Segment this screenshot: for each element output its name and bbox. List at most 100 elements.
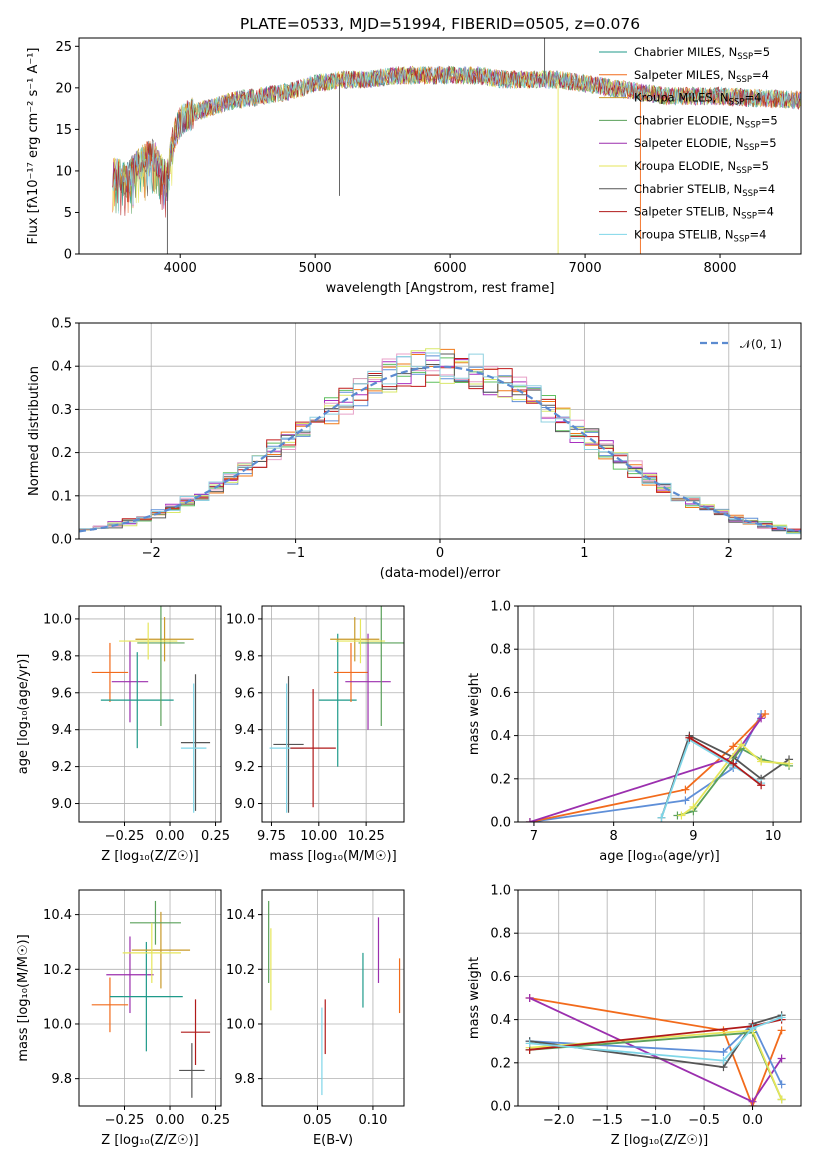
- axes-frame: [261, 605, 405, 823]
- axes-frame: [78, 605, 222, 823]
- series-marker: [785, 759, 794, 768]
- panel-mass-weight-vs-Z: −2.0 −1.5 −1.0 −0.5 0.0 0.0 0.2 0.4 0.6 0.8 1.0 Z […: [467, 884, 802, 1148]
- x-tick-label: 0.10: [358, 1113, 387, 1128]
- x-axis-label: mass [log₁₀(M/M☉)]: [269, 849, 396, 864]
- series-marker: [748, 1097, 757, 1106]
- plot-area: [525, 710, 794, 822]
- y-tick-label: 5: [64, 206, 72, 221]
- x-tick-label: 0: [436, 546, 444, 561]
- series-marker: [525, 818, 534, 822]
- axes-frame: [261, 889, 405, 1107]
- y-tick-label: 0.4: [490, 1013, 511, 1028]
- series-line: [529, 1022, 783, 1085]
- x-tick-label: 6000: [434, 261, 467, 276]
- axes-frame: [78, 37, 802, 255]
- series-marker: [681, 796, 690, 805]
- series-marker: [737, 740, 746, 749]
- y-tick-label: 15: [55, 123, 72, 138]
- y-tick-label: 0.0: [490, 1100, 511, 1115]
- plot-area: [112, 38, 801, 254]
- x-tick-label: 0.05: [303, 1113, 332, 1128]
- series-marker: [748, 1024, 757, 1033]
- series-line: [660, 734, 790, 818]
- y-tick-label: 1.0: [490, 884, 511, 899]
- y-tick-label: 25: [55, 40, 72, 55]
- y-tick-label: 10.4: [43, 908, 72, 923]
- panel-residuals: −2 −1 0 1 2 0.0 0.1 0.2 0.3 0.4 0.5 (data-model)/er…: [27, 317, 802, 581]
- series-marker: [761, 710, 770, 718]
- y-tick-label: 9.4: [234, 723, 255, 738]
- series-marker: [757, 781, 766, 790]
- series-line: [529, 713, 762, 822]
- y-tick-label: 0.1: [51, 489, 72, 504]
- y-tick-label: 9.0: [51, 797, 72, 812]
- y-tick-label: 10.2: [43, 963, 72, 978]
- series-line: [529, 1016, 782, 1062]
- y-tick-label: 9.8: [51, 1072, 72, 1087]
- x-tick-label: 2: [725, 546, 733, 561]
- series-marker: [681, 785, 690, 794]
- y-tick-label: 0.4: [490, 729, 511, 744]
- y-tick-label: 0.3: [51, 403, 72, 418]
- series-marker: [777, 1095, 786, 1104]
- y-tick-label: 20: [55, 81, 72, 96]
- x-tick-label: −0.5: [688, 1113, 720, 1128]
- axes-frame: [78, 889, 222, 1107]
- panel-mass-vs-Z: −0.25 0.00 0.25 9.8 10.0 10.2 10.4 Z [log₁₀(Z/Z…: [16, 889, 230, 1148]
- y-axis-label: mass [log₁₀(M/M☉)]: [16, 934, 31, 1061]
- y-tick-label: 9.6: [234, 686, 255, 701]
- x-tick-label: 10: [765, 829, 782, 844]
- x-tick-label: 9.75: [257, 829, 286, 844]
- x-axis-label: E(B-V): [313, 1133, 353, 1148]
- legend-entry: Salpeter MILES, NSSP=4: [634, 68, 769, 85]
- plot-area: [91, 900, 211, 1098]
- spectrum-line: [112, 65, 801, 214]
- series-marker: [757, 757, 766, 766]
- spectrum-line: [112, 66, 801, 218]
- y-tick-label: 10.0: [226, 612, 255, 627]
- series-marker: [777, 1080, 786, 1089]
- axes-frame: [517, 605, 802, 823]
- y-tick-label: 0.2: [51, 446, 72, 461]
- legend: Chabrier MILES, NSSP=5 Salpeter MILES, NS…: [599, 45, 778, 244]
- x-tick-label: 5000: [299, 261, 332, 276]
- y-tick-label: 9.2: [51, 760, 72, 775]
- x-axis-label: wavelength [Angstrom, rest frame]: [326, 281, 555, 296]
- series-marker: [719, 1048, 728, 1056]
- series-marker: [777, 1013, 786, 1022]
- x-tick-label: −0.25: [105, 1113, 145, 1128]
- legend-entry: 𝒩(0, 1): [740, 337, 782, 351]
- legend-entry: Kroupa STELIB, NSSP=4: [634, 227, 766, 244]
- y-tick-label: 0.2: [490, 772, 511, 787]
- y-tick-label: 9.4: [51, 723, 72, 738]
- normal-curve: [79, 365, 801, 533]
- y-tick-label: 0.0: [490, 816, 511, 831]
- y-tick-label: 10: [55, 164, 72, 179]
- y-tick-label: 10.2: [226, 963, 255, 978]
- y-tick-label: 0.5: [51, 317, 72, 332]
- series-line: [529, 713, 766, 822]
- spectrum-line: [112, 65, 801, 214]
- x-tick-label: −2.0: [543, 1113, 575, 1128]
- x-axis-label: age [log₁₀(age/yr)]: [599, 849, 720, 864]
- y-axis-label: mass weight: [467, 957, 482, 1039]
- y-tick-label: 10.0: [43, 1017, 72, 1032]
- legend-entry: Salpeter STELIB, NSSP=4: [634, 205, 774, 222]
- axes-frame: [517, 889, 802, 1107]
- x-axis-label: (data-model)/error: [380, 566, 501, 581]
- y-tick-label: 9.8: [234, 1072, 255, 1087]
- x-tick-label: −0.25: [105, 829, 145, 844]
- figure-title: PLATE=0533, MJD=51994, FIBERID=0505, z=0…: [240, 15, 640, 33]
- x-tick-label: 7: [530, 829, 538, 844]
- x-tick-label: 9: [689, 829, 697, 844]
- y-tick-label: 10.0: [43, 612, 72, 627]
- legend-entry: Kroupa ELODIE, NSSP=5: [634, 159, 769, 176]
- series-marker: [677, 811, 686, 820]
- x-axis-label: Z [log₁₀(Z/Z☉)]: [101, 1133, 198, 1148]
- panel-age-vs-mass: 9.75 10.00 10.25 9.0 9.2 9.4 9.6 9.8 10.0 mass [l…: [226, 605, 405, 864]
- x-tick-label: 0.0: [742, 1113, 763, 1128]
- series-marker: [777, 1054, 786, 1063]
- y-tick-label: 0.2: [490, 1056, 511, 1071]
- x-tick-label: 8000: [703, 261, 736, 276]
